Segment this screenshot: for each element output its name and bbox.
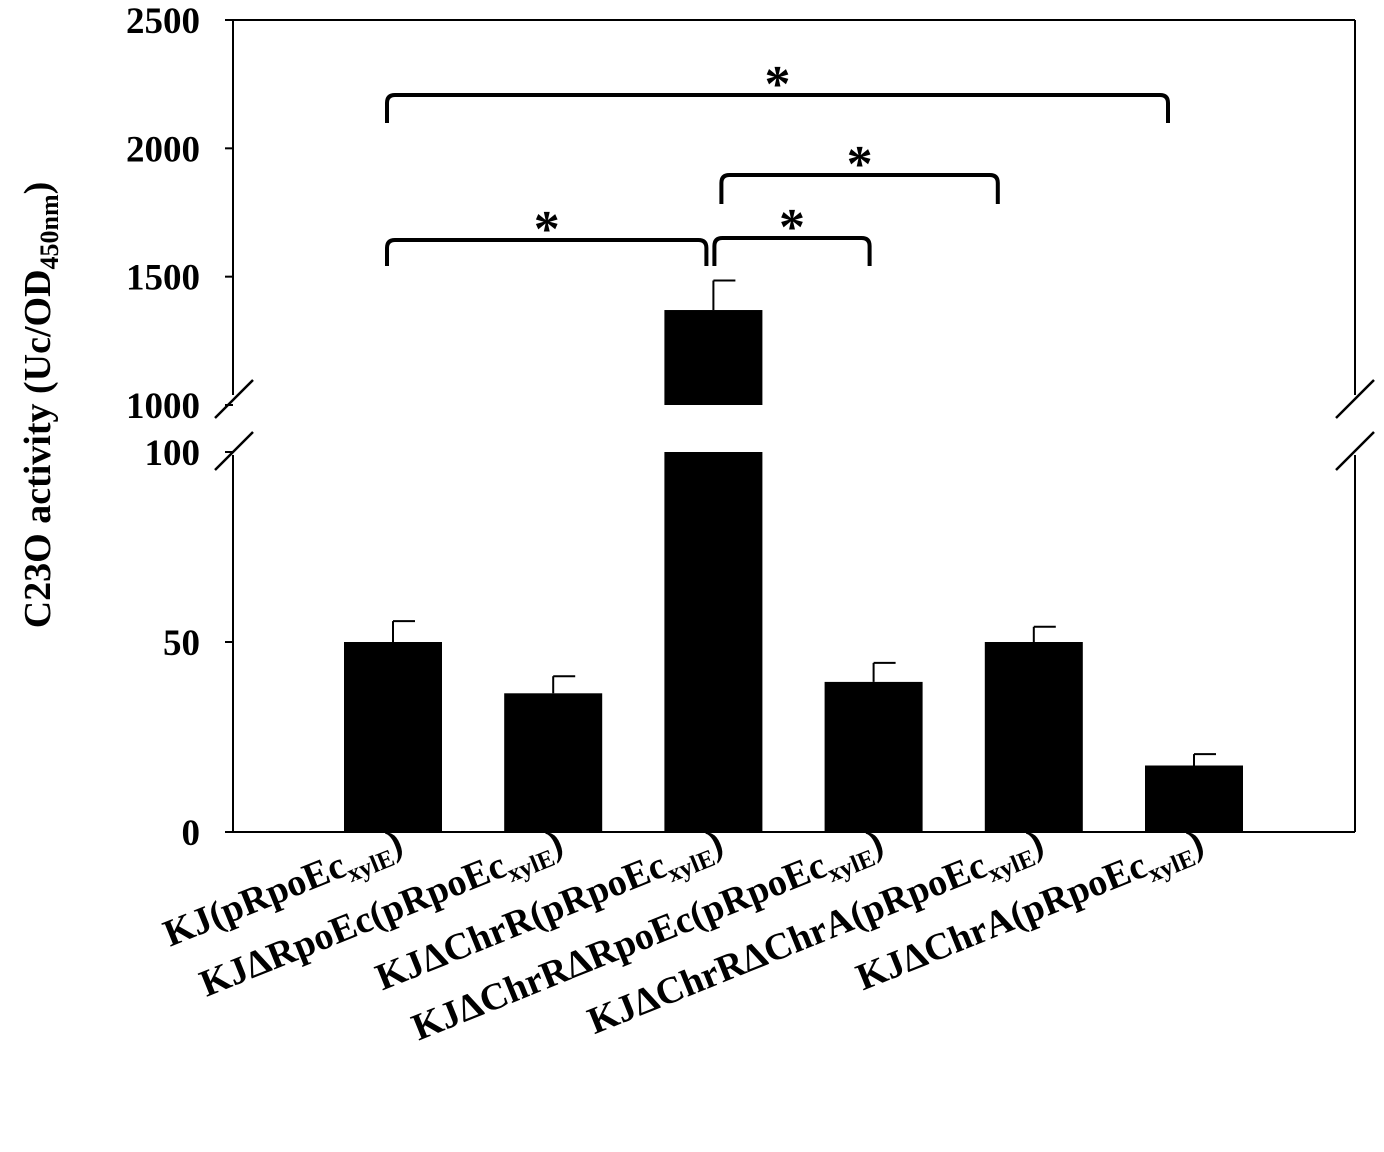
y-tick-label: 1500 — [126, 258, 200, 299]
y-axis-label-main: C23O activity (Uc/OD — [17, 269, 59, 628]
significance-star: * — [534, 201, 560, 258]
x-category-labels: KJ(pRpoEcxylE)KJΔRpoEc(pRpoEcxylE)KJΔChr… — [158, 821, 1210, 1049]
bar — [344, 642, 442, 832]
y-tick-label: 1000 — [126, 386, 200, 427]
y-axis-label-tail: ) — [17, 182, 59, 195]
significance-star: * — [765, 56, 791, 113]
y-tick-label: 0 — [182, 813, 201, 854]
axis-break-mark-right-top — [1335, 379, 1375, 419]
y-tick-label: 100 — [145, 433, 201, 474]
significance-brackets: * * * * — [385, 56, 1170, 266]
significance-bracket — [385, 93, 1170, 123]
significance-star: * — [847, 136, 873, 193]
bar — [504, 693, 603, 832]
axis-break-mark-left-top — [214, 379, 254, 419]
significance-bracket — [712, 236, 872, 266]
bar — [984, 642, 1083, 832]
bar-upper-segment — [664, 310, 763, 405]
significance-star: * — [779, 199, 805, 256]
y-axis-label: C23O activity (Uc/OD450nm) — [17, 182, 64, 629]
y-tick-labels: 0 50 100 1000 1500 2000 2500 — [126, 1, 200, 854]
bar — [664, 452, 763, 832]
bar — [824, 681, 923, 832]
chart-bars — [344, 279, 1243, 832]
bar — [1145, 765, 1243, 832]
axis-break-mark-left-bottom — [214, 431, 254, 471]
y-tick-label: 50 — [163, 623, 200, 664]
y-tick-label: 2500 — [126, 1, 200, 42]
significance-bracket — [719, 173, 1000, 204]
y-tick-label: 2000 — [126, 129, 200, 170]
y-axis-label-subscript: 450nm — [35, 194, 64, 269]
significance-bracket — [385, 238, 709, 266]
axis-break-mark-right-bottom — [1335, 431, 1375, 471]
